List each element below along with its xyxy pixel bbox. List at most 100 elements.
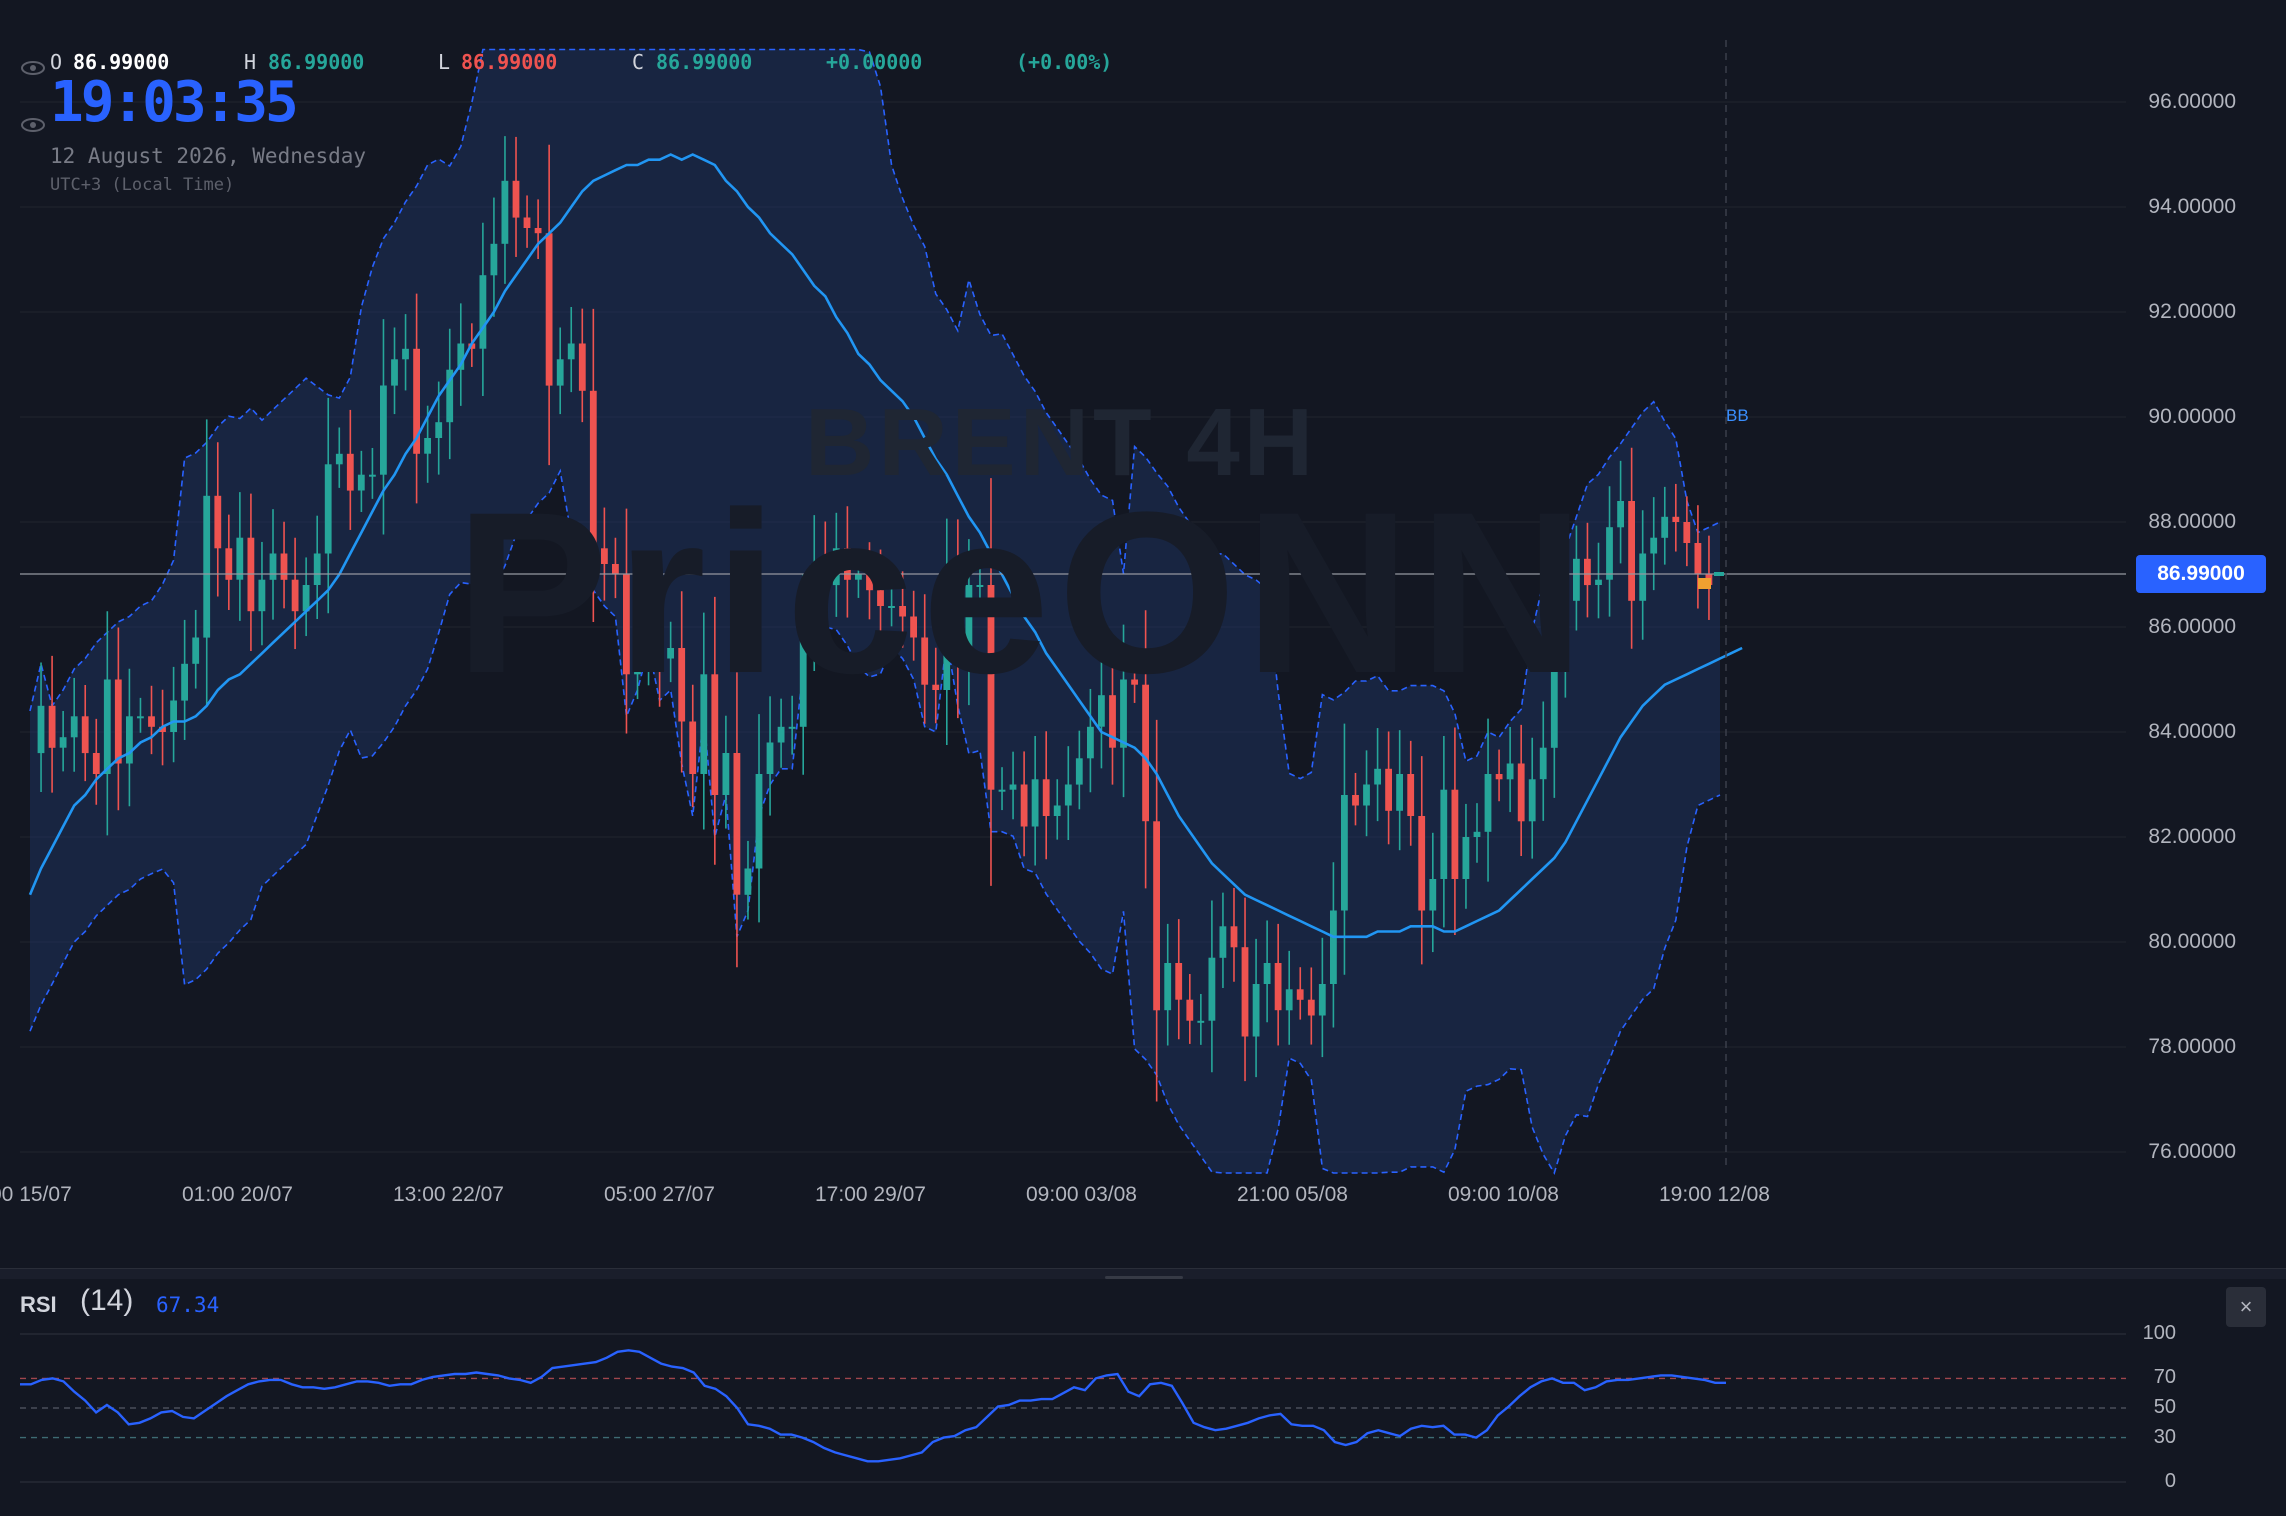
rsi-title: RSI xyxy=(20,1292,57,1317)
candle xyxy=(722,715,730,829)
candle xyxy=(1429,832,1437,953)
candle xyxy=(1042,731,1050,860)
candle xyxy=(291,537,299,650)
candle xyxy=(932,647,940,724)
candle xyxy=(733,672,741,968)
candle xyxy=(1584,522,1591,618)
high-value: 86.99000 xyxy=(268,50,365,74)
candle xyxy=(799,573,807,775)
price-grid xyxy=(20,101,2126,1153)
candle xyxy=(777,698,785,768)
candle xyxy=(965,539,973,706)
clock-time: 19:03:35 xyxy=(50,70,299,135)
candle xyxy=(126,668,133,807)
candle xyxy=(1506,727,1514,813)
candle xyxy=(457,303,465,406)
price-tick-label: 96.00000 xyxy=(2148,90,2236,113)
candle xyxy=(1617,460,1624,564)
bollinger-upper-band xyxy=(29,48,1721,780)
candle xyxy=(534,199,542,260)
candle xyxy=(589,308,597,622)
candle xyxy=(346,409,354,530)
candle xyxy=(512,136,520,257)
pane-separator[interactable] xyxy=(0,1268,2286,1279)
candle xyxy=(1318,937,1326,1058)
candle xyxy=(490,197,498,317)
price-tick-label: 76.00000 xyxy=(2148,1140,2236,1163)
candle xyxy=(269,509,277,620)
candle xyxy=(1153,719,1160,1102)
candle xyxy=(645,564,652,686)
candle xyxy=(391,327,398,415)
candle xyxy=(137,697,144,733)
candle xyxy=(1462,803,1470,909)
price-tick-label: 78.00000 xyxy=(2148,1035,2236,1058)
time-tick-label: 21:00 05/08 xyxy=(1237,1183,1348,1206)
candle xyxy=(612,537,619,599)
high-label: H xyxy=(244,50,257,74)
candle xyxy=(1186,974,1194,1044)
bollinger-lower-band xyxy=(29,468,1721,1175)
candle xyxy=(1296,967,1304,1020)
clock-eye-icon[interactable] xyxy=(20,117,46,133)
candle xyxy=(1109,654,1116,785)
time-tick-label: 01:00 20/07 xyxy=(182,1183,293,1206)
candle xyxy=(1639,510,1647,640)
candle xyxy=(766,696,774,816)
price-tick-label: 82.00000 xyxy=(2148,825,2236,848)
candle xyxy=(1363,750,1370,837)
candle xyxy=(1661,486,1669,565)
candle xyxy=(1341,723,1348,975)
candle xyxy=(48,655,56,793)
price-chart[interactable] xyxy=(0,0,2286,1265)
change-value: +0.00000 xyxy=(826,50,923,74)
candle xyxy=(225,514,233,610)
rsi-close-button[interactable]: × xyxy=(2226,1287,2266,1327)
candle xyxy=(81,685,89,782)
bollinger-middle-band xyxy=(28,153,1743,939)
candle xyxy=(501,136,509,284)
candle xyxy=(413,293,420,504)
pane-resize-handle[interactable] xyxy=(1105,1276,1183,1279)
candle xyxy=(744,840,752,920)
rsi-tick-label: 30 xyxy=(2153,1425,2176,1448)
candle xyxy=(1274,923,1282,1046)
time-tick-label: 17:00 29/07 xyxy=(815,1183,926,1206)
candle xyxy=(1672,483,1680,552)
clock-date: 12 August 2026, Wednesday xyxy=(50,144,367,168)
candle xyxy=(1573,525,1580,631)
rsi-tick-label: 50 xyxy=(2153,1396,2176,1418)
candle xyxy=(755,714,763,923)
candle xyxy=(623,508,630,734)
time-tick-label: 05:00 27/07 xyxy=(604,1183,715,1206)
candle xyxy=(1120,624,1127,798)
rsi-tick-label: 0 xyxy=(2164,1470,2176,1492)
header-eye-icon[interactable] xyxy=(20,60,46,76)
candle xyxy=(1009,751,1017,820)
candle xyxy=(1484,718,1492,882)
change-percent: (+0.00%) xyxy=(1016,50,1113,74)
candle xyxy=(181,619,188,740)
candle xyxy=(92,718,100,805)
candles xyxy=(37,136,1713,1102)
candle xyxy=(1053,779,1061,840)
candle xyxy=(192,609,200,689)
time-tick-label: 09:00 10/08 xyxy=(1448,1183,1559,1206)
rsi-tick-label: 70 xyxy=(2153,1366,2176,1389)
candle xyxy=(678,591,686,773)
candle xyxy=(601,507,608,601)
candle xyxy=(656,552,663,707)
candle xyxy=(479,222,487,396)
candle xyxy=(1694,505,1702,609)
candle xyxy=(1031,735,1039,866)
candle xyxy=(302,557,310,637)
candle xyxy=(1263,920,1271,1023)
candle xyxy=(844,506,851,618)
candle xyxy=(866,542,873,620)
price-tick-label: 86.00000 xyxy=(2148,615,2236,638)
candle xyxy=(1197,993,1205,1045)
candle xyxy=(910,590,917,661)
candle xyxy=(1230,887,1238,982)
candle xyxy=(214,442,222,597)
rsi-line xyxy=(20,1349,1726,1463)
